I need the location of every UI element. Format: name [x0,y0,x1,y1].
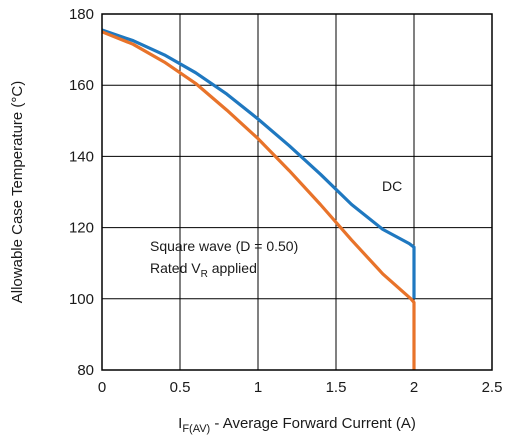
x-axis-title-subscript: F(AV) [182,423,210,435]
x-tick-label: 2.5 [482,379,503,396]
plot-frame [101,13,493,371]
dc-series-label: DC [382,178,402,194]
square-wave-label: Square wave (D = 0.50) [150,238,298,254]
rated-vr-label: Rated VR applied [150,260,257,280]
rated-vr-subscript: R [201,269,208,280]
grid-lines [101,13,493,371]
x-tick-label: 1 [254,379,262,396]
y-axis-title: Allowable Case Temperature (°C) [9,81,26,303]
rated-vr-rest: applied [208,260,257,276]
y-tick-label: 120 [69,220,94,237]
y-tick-label: 140 [69,148,94,165]
square-wave-series-line [101,30,416,370]
x-tick-label: 0.5 [170,379,191,396]
series-lines [101,28,416,370]
y-tick-label: 100 [69,291,94,308]
x-tick-label: 2 [410,379,418,396]
x-axis-title-rest: - Average Forward Current (A) [210,415,416,432]
y-tick-label: 180 [69,6,94,23]
dc-series-line [101,28,416,299]
x-tick-label: 1.5 [326,379,347,396]
x-axis-title: IF(AV) - Average Forward Current (A) [178,415,416,435]
x-tick-label: 0 [98,379,106,396]
y-tick-label: 160 [69,77,94,94]
y-tick-label: 80 [77,362,94,379]
x-axis-title-main: I [178,415,182,432]
tick-labels: 0 0.5 1 1.5 2 2.5 80 100 120 140 160 180 [69,6,502,396]
rated-vr-main: Rated V [150,260,201,276]
